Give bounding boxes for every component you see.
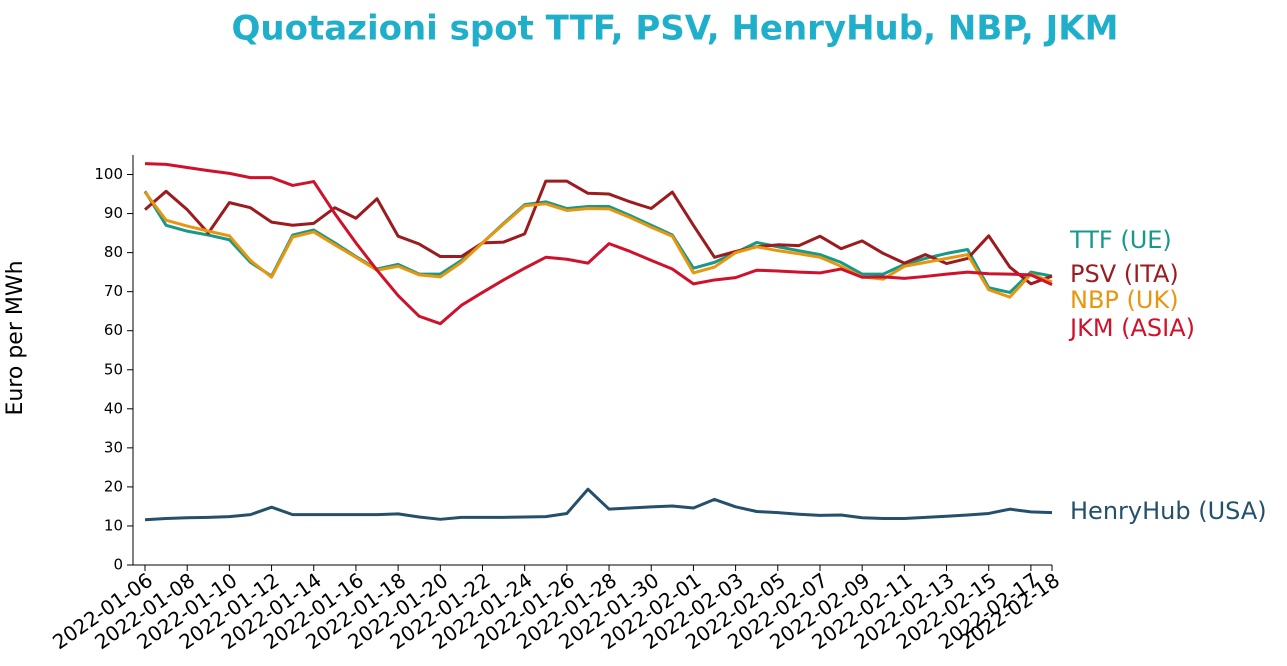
y-tick-label: 50	[104, 360, 123, 378]
y-tick-label: 0	[113, 556, 123, 574]
series-line	[144, 179, 1053, 286]
y-tick-label: 100	[94, 165, 123, 183]
y-tick-label: 40	[104, 399, 123, 417]
series-line	[144, 487, 1053, 522]
y-tick-label: 90	[104, 204, 123, 222]
y-tick-label: 10	[104, 516, 123, 534]
series-line	[143, 191, 1053, 299]
series-line	[144, 162, 1053, 326]
legend-label: JKM (ASIA)	[1068, 314, 1195, 342]
legend-label: HenryHub (USA)	[1070, 497, 1267, 525]
legend-label: NBP (UK)	[1070, 286, 1179, 314]
y-tick-label: 60	[104, 321, 123, 339]
legend-label: PSV (ITA)	[1070, 260, 1179, 288]
y-tick-label: 70	[104, 282, 123, 300]
y-axis-label: Euro per MWh	[3, 260, 28, 415]
y-tick-label: 30	[104, 438, 123, 456]
y-tick-label: 80	[104, 243, 123, 261]
legend-label: TTF (UE)	[1069, 226, 1172, 254]
series-line	[143, 190, 1053, 294]
chart-title: Quotazioni spot TTF, PSV, HenryHub, NBP,…	[232, 9, 1119, 49]
y-tick-label: 20	[104, 477, 123, 495]
